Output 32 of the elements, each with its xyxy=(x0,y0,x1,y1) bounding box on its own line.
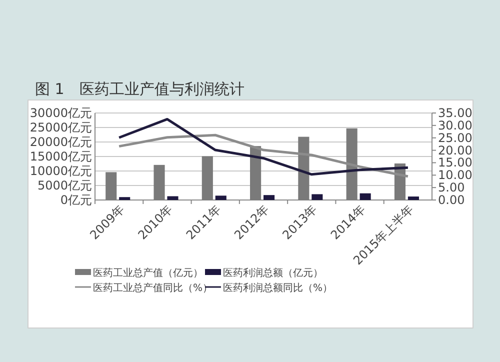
y2-tick-label: 0.00 xyxy=(438,193,465,207)
bar xyxy=(346,128,358,200)
y2-tick-label: 10.00 xyxy=(438,168,472,182)
y-tick-label: 0亿元 xyxy=(60,193,92,207)
legend-label: 医药工业总产值（亿元） xyxy=(93,267,203,279)
y2-tick-label: 35.00 xyxy=(438,106,472,120)
bar xyxy=(167,196,178,200)
bar xyxy=(408,196,419,200)
bar xyxy=(250,146,262,200)
y-tick-label: 25000亿元 xyxy=(30,120,92,134)
bar xyxy=(106,172,117,200)
bar xyxy=(215,196,226,200)
y2-tick-label: 25.00 xyxy=(438,130,472,145)
bar xyxy=(312,194,323,200)
y-tick-label: 20000亿元 xyxy=(30,135,92,149)
y2-tick-label: 30.00 xyxy=(438,118,472,132)
bar xyxy=(298,136,310,200)
legend-label: 医药利润总额（亿元） xyxy=(223,267,323,279)
y2-tick-label: 5.00 xyxy=(438,180,465,195)
bar xyxy=(264,195,275,200)
y-tick-label: 5000亿元 xyxy=(37,178,92,192)
legend-label: 医药利润总额同比（%） xyxy=(223,282,333,294)
bar xyxy=(119,197,130,200)
y2-tick-label: 15.00 xyxy=(438,156,472,170)
y-tick-label: 10000亿元 xyxy=(30,164,92,178)
bar xyxy=(202,156,213,200)
y2-tick-label: 20.00 xyxy=(438,143,472,158)
bar xyxy=(360,193,371,200)
y-tick-label: 30000亿元 xyxy=(30,106,92,120)
y-tick-label: 15000亿元 xyxy=(30,150,92,164)
chart-title: 图 1 医药工业产值与利润统计 xyxy=(35,80,244,98)
bar xyxy=(154,164,165,200)
